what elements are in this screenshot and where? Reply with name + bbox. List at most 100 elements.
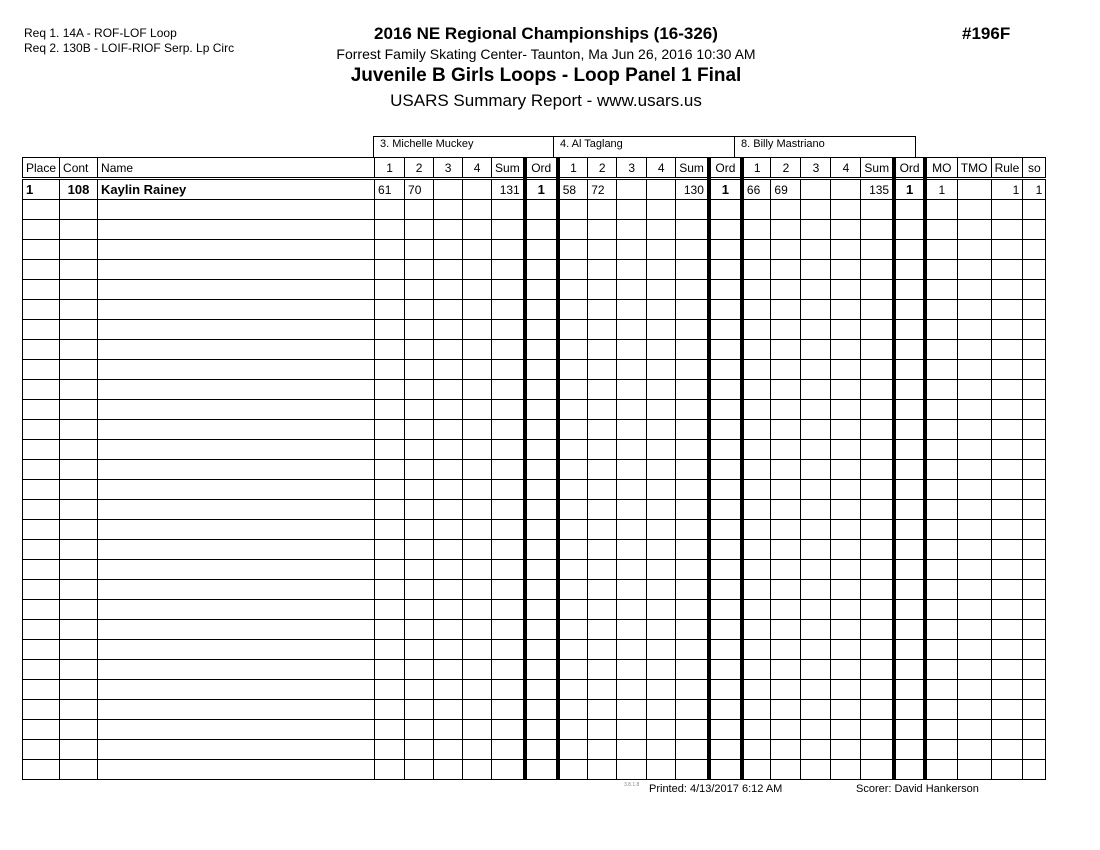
place-cell [21, 419, 61, 440]
score-cell [374, 439, 406, 460]
mo-cell [923, 719, 958, 740]
sum-cell [491, 619, 526, 640]
score-cell [404, 639, 435, 660]
score-cell [433, 739, 464, 760]
score-cell [830, 759, 862, 780]
score-cell [462, 639, 493, 660]
score-cell [433, 399, 464, 420]
sum-cell [491, 399, 526, 420]
ord-cell [706, 479, 743, 500]
place-cell [21, 319, 61, 340]
col-header-sum: Sum [491, 157, 526, 180]
sum-cell [491, 379, 526, 400]
score-cell [433, 579, 464, 600]
score-cell [770, 359, 802, 380]
score-cell [462, 619, 493, 640]
score-cell [830, 599, 862, 620]
score-cell [374, 739, 406, 760]
name-cell [97, 419, 376, 440]
mo-cell [923, 759, 958, 780]
score-cell [830, 359, 862, 380]
score-cell [830, 579, 862, 600]
ord-cell [522, 379, 559, 400]
score-cell [646, 659, 677, 680]
sum-cell [491, 279, 526, 300]
score-cell [770, 659, 802, 680]
score-cell [587, 359, 618, 380]
col-header-ord: Ord [706, 157, 743, 180]
mo-cell [923, 519, 958, 540]
tmo-cell [956, 178, 992, 200]
place-cell [21, 339, 61, 360]
empty-row [21, 539, 1047, 560]
sum-cell [675, 419, 710, 440]
score-cell [555, 339, 589, 360]
score-cell [616, 519, 648, 540]
score-cell: 72 [587, 178, 618, 200]
rule-cell [990, 659, 1024, 680]
empty-row [21, 399, 1047, 420]
tmo-cell [956, 539, 992, 560]
cont-cell [59, 319, 99, 340]
mo-cell [923, 279, 958, 300]
ord-cell [522, 279, 559, 300]
tmo-cell [956, 419, 992, 440]
score-cell: 61 [374, 178, 406, 200]
col-header-score-1: 1 [374, 157, 406, 180]
empty-row [21, 479, 1047, 500]
ord-cell [892, 639, 926, 660]
score-cell [374, 679, 406, 700]
score-cell [404, 539, 435, 560]
sum-cell [675, 699, 710, 720]
so-cell [1022, 579, 1047, 600]
cont-cell [59, 739, 99, 760]
score-cell [587, 759, 618, 780]
score-cell [404, 379, 435, 400]
cont-cell [59, 379, 99, 400]
score-cell [770, 719, 802, 740]
so-cell [1022, 539, 1047, 560]
col-header-ord: Ord [522, 157, 559, 180]
name-cell [97, 199, 376, 220]
mo-cell [923, 499, 958, 520]
ord-cell [522, 599, 559, 620]
mo-cell [923, 379, 958, 400]
cont-cell [59, 239, 99, 260]
sum-cell: 130 [675, 178, 710, 200]
tmo-cell [956, 299, 992, 320]
score-cell [830, 399, 862, 420]
ord-cell [892, 599, 926, 620]
place-cell [21, 499, 61, 520]
cont-cell [59, 759, 99, 780]
score-cell [433, 519, 464, 540]
score-cell [462, 299, 493, 320]
so-cell [1022, 219, 1047, 240]
rule-cell [990, 199, 1024, 220]
place-cell [21, 479, 61, 500]
tmo-cell [956, 679, 992, 700]
ord-cell [706, 619, 743, 640]
ord-cell [892, 439, 926, 460]
mo-cell [923, 459, 958, 480]
name-cell [97, 559, 376, 580]
ord-cell [892, 459, 926, 480]
score-cell [800, 499, 832, 520]
name-cell [97, 239, 376, 260]
score-cell [587, 739, 618, 760]
score-cell [404, 279, 435, 300]
place-cell [21, 639, 61, 660]
score-cell [800, 759, 832, 780]
ord-cell [522, 739, 559, 760]
score-cell [646, 439, 677, 460]
score-cell [462, 739, 493, 760]
ord-cell [706, 199, 743, 220]
score-cell [646, 399, 677, 420]
score-cell [646, 299, 677, 320]
ord-cell [522, 339, 559, 360]
sum-cell [860, 419, 895, 440]
mo-cell [923, 419, 958, 440]
so-cell [1022, 759, 1047, 780]
sum-cell [860, 279, 895, 300]
score-cell [587, 479, 618, 500]
score-cell [433, 219, 464, 240]
